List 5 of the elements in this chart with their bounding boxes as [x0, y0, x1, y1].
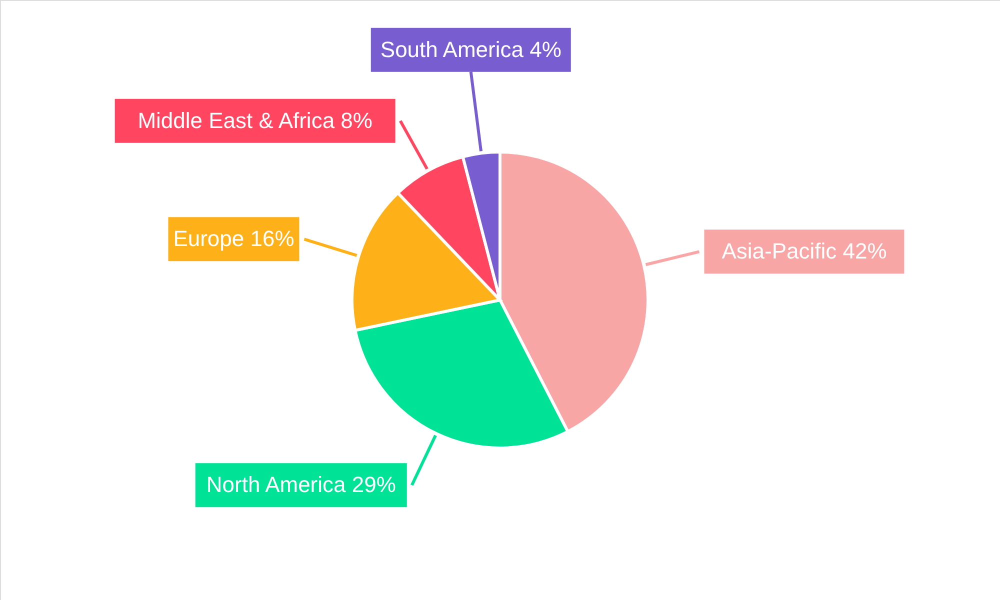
slice-label: Europe 16%	[173, 226, 294, 252]
slice-label: South America 4%	[380, 36, 562, 62]
slice-label: Asia-Pacific 42%	[722, 238, 887, 264]
slice-label: Middle East & Africa 8%	[138, 108, 372, 133]
slice-label: North America 29%	[206, 472, 396, 498]
